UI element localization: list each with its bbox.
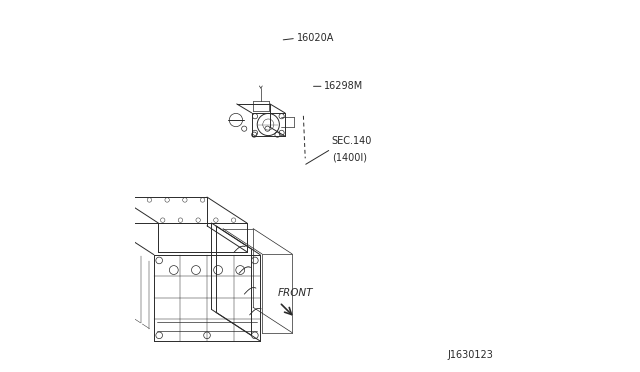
Text: 16020A: 16020A — [297, 33, 334, 43]
Text: 16298M: 16298M — [324, 81, 364, 91]
Text: FRONT: FRONT — [278, 288, 313, 298]
Text: (1400I): (1400I) — [332, 152, 367, 162]
Text: J1630123: J1630123 — [447, 350, 493, 359]
Text: SEC.140: SEC.140 — [332, 136, 372, 146]
